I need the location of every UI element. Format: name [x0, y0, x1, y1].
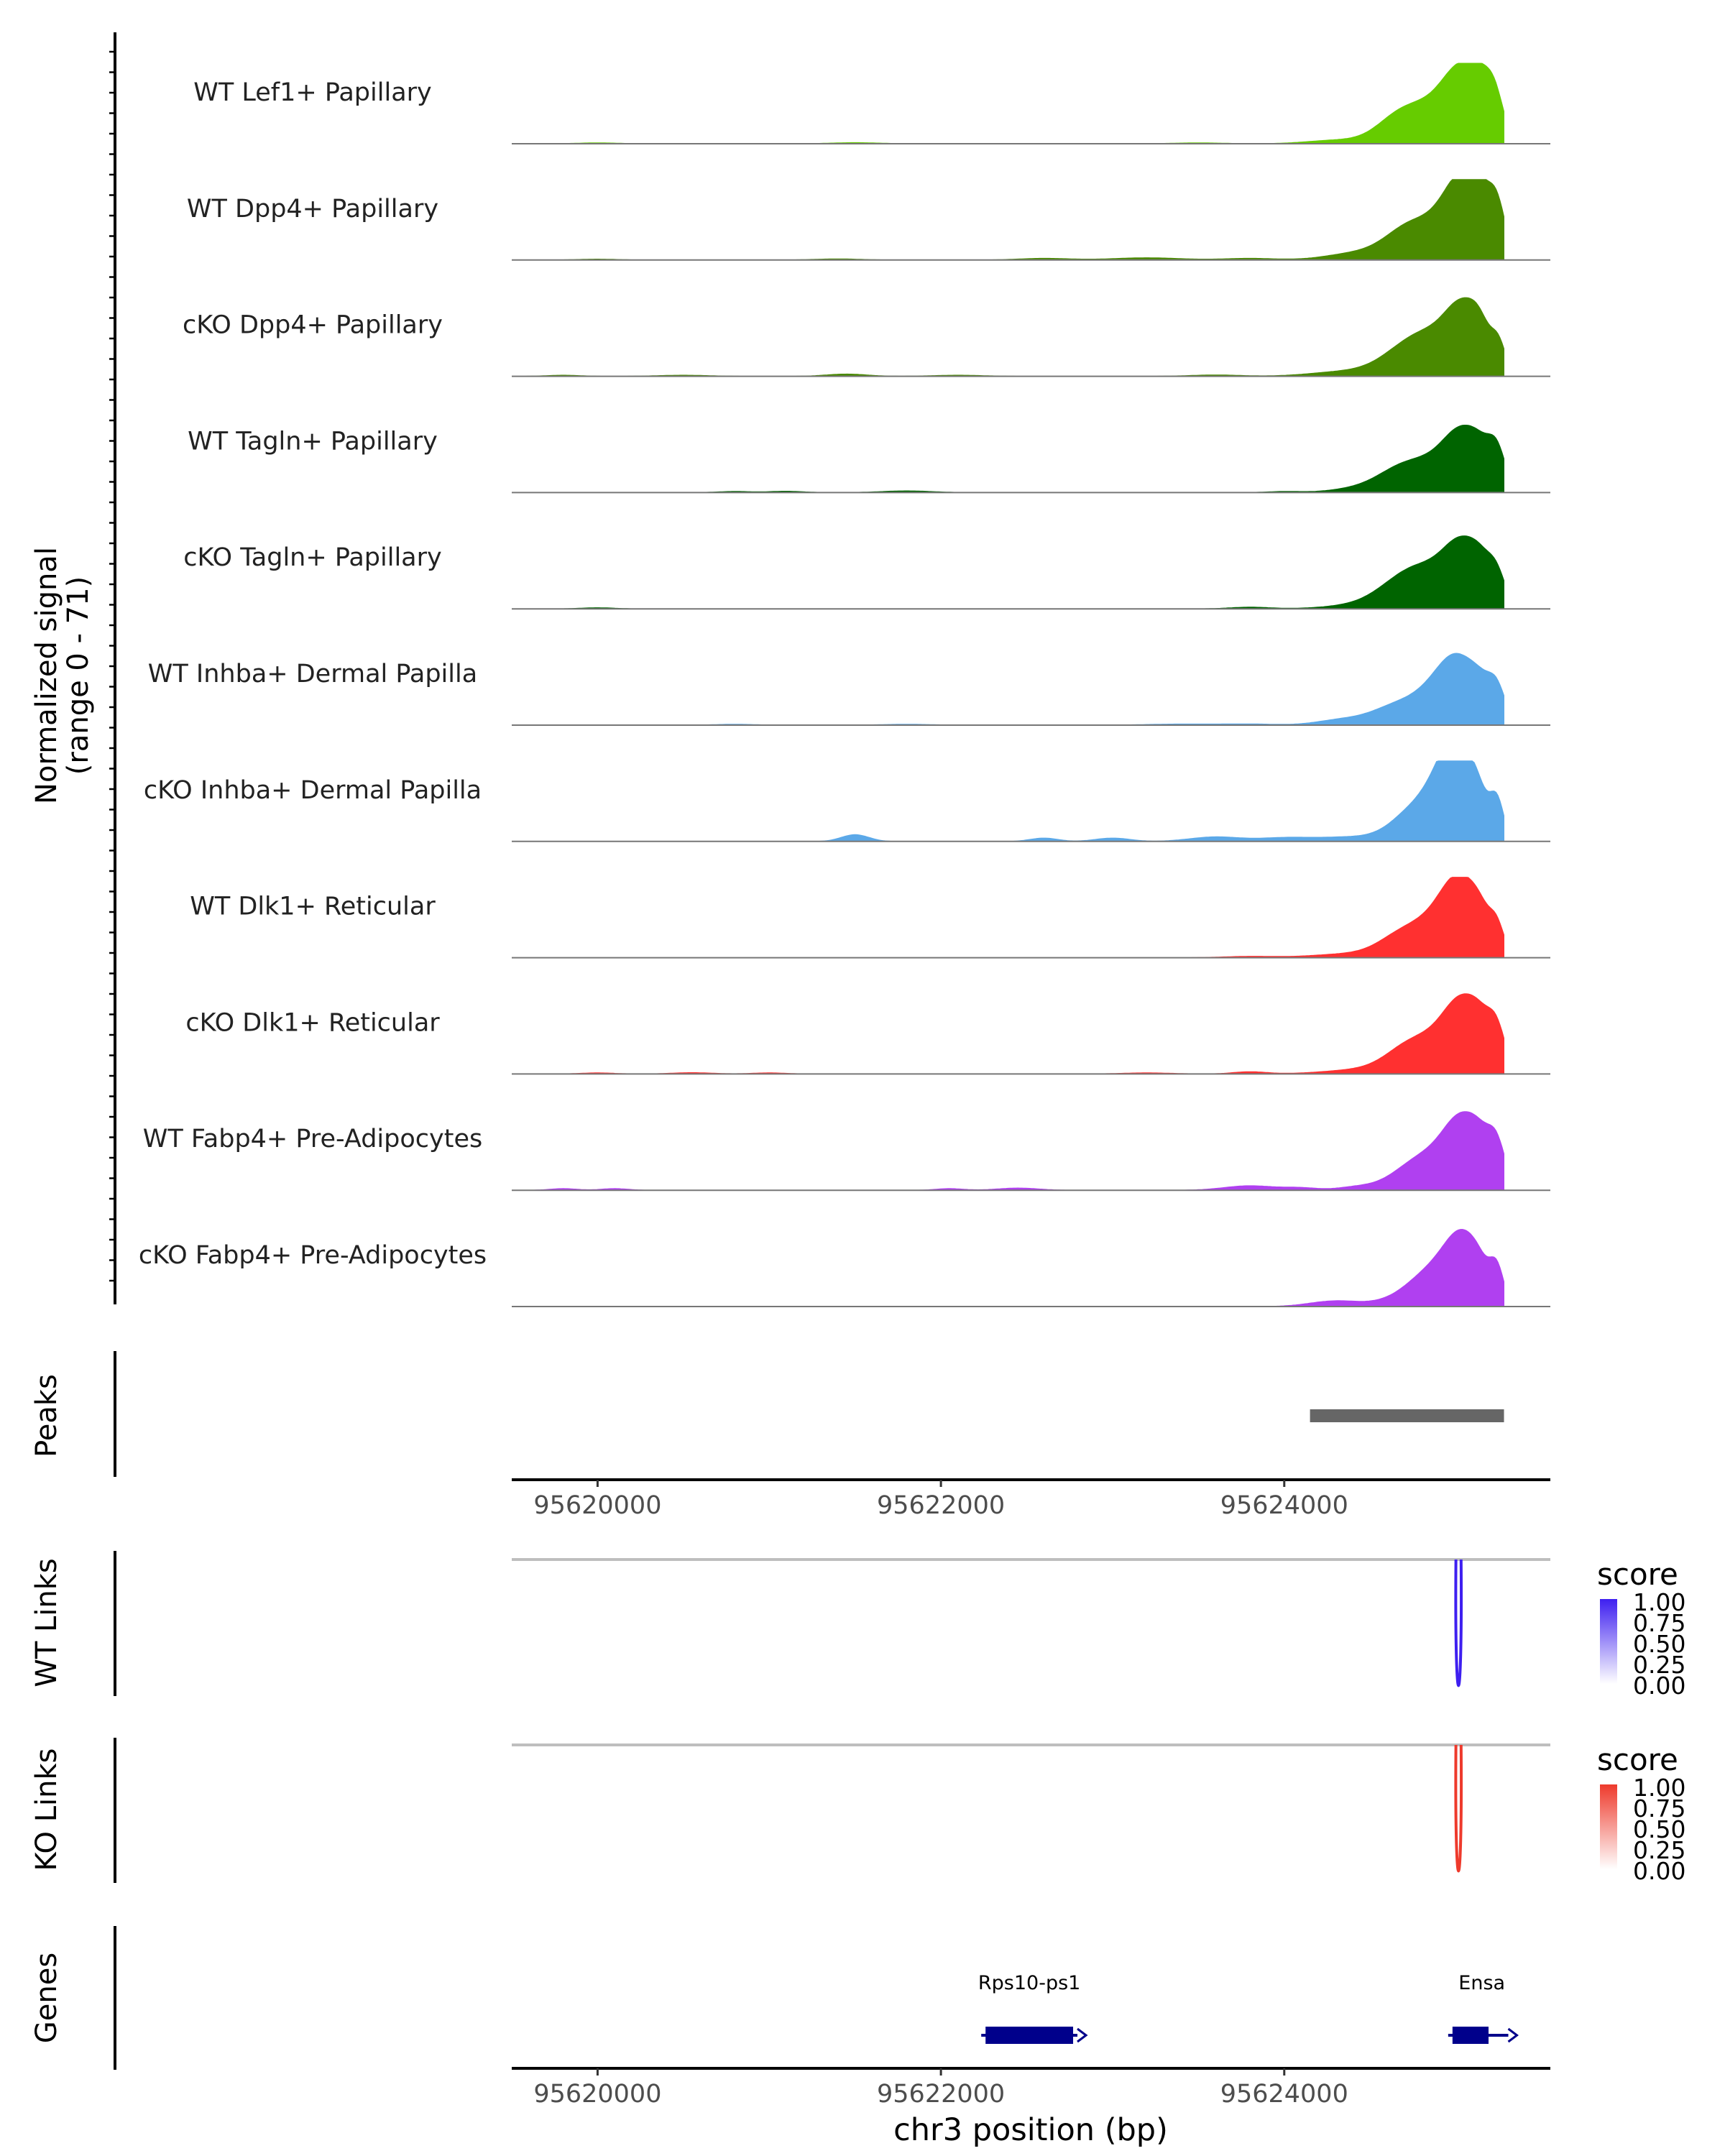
coverage-track: cKO Inhba+ Dermal Papilla	[144, 760, 1550, 842]
legend-tick-label: 1.00	[1633, 1588, 1685, 1616]
coverage-area	[512, 297, 1504, 377]
wt-links-label: WT Links	[30, 1558, 63, 1687]
gene-models: Rps10-ps1 Ensa	[978, 1972, 1519, 2044]
legend-tick-label: 0.00	[1633, 1672, 1685, 1700]
ko-link-arcs	[1454, 1744, 1463, 1873]
coverage-y-range-label: (range 0 - 71)	[62, 576, 95, 775]
genes-panel: Genes Rps10-ps1 Ensa 95620000 95622000 9562…	[30, 1926, 1550, 2148]
legend-tick-label: 0.25	[1633, 1651, 1685, 1679]
x-tick-label: 95624000	[1220, 2080, 1348, 2109]
coverage-track: WT Tagln+ Papillary	[188, 425, 1550, 494]
coverage-area	[512, 760, 1504, 842]
peaks-label: Peaks	[30, 1374, 63, 1457]
coverage-track-label: WT Tagln+ Papillary	[188, 427, 438, 456]
gene-label: Rps10-ps1	[978, 1972, 1080, 1994]
coverage-track-label: WT Fabp4+ Pre-Adipocytes	[143, 1125, 482, 1153]
coverage-track-label: WT Inhba+ Dermal Papilla	[148, 660, 477, 688]
coverage-track-label: WT Dlk1+ Reticular	[190, 893, 436, 921]
coverage-area	[512, 1228, 1504, 1307]
gene-exon	[985, 2027, 1074, 2044]
coverage-track: cKO Fabp4+ Pre-Adipocytes	[139, 1228, 1550, 1307]
peak-bar	[1310, 1409, 1504, 1422]
link-arc	[1454, 1559, 1463, 1687]
coverage-track: WT Lef1+ Papillary	[193, 63, 1550, 144]
coverage-area	[512, 993, 1504, 1074]
coverage-track: WT Dpp4+ Papillary	[187, 179, 1550, 261]
coverage-track-label: cKO Fabp4+ Pre-Adipocytes	[139, 1241, 487, 1270]
coverage-track: WT Fabp4+ Pre-Adipocytes	[143, 1111, 1550, 1192]
x-axis-ticks-top: 95620000 95622000 95624000	[533, 1480, 1348, 1520]
gene-label: Ensa	[1458, 1972, 1505, 1994]
link-arc	[1454, 1744, 1463, 1873]
x-axis-label: chr3 position (bp)	[893, 2112, 1168, 2148]
coverage-track: cKO Dpp4+ Papillary	[183, 297, 1550, 377]
legend-colorbar	[1600, 1784, 1617, 1869]
coverage-area	[512, 63, 1504, 144]
x-tick-label: 95620000	[533, 1491, 661, 1520]
x-axis-ticks-bottom: 95620000 95622000 95624000	[533, 2068, 1348, 2109]
x-tick-label: 95622000	[877, 1491, 1005, 1520]
coverage-track: cKO Tagln+ Papillary	[183, 535, 1550, 610]
coverage-area	[512, 877, 1504, 959]
coverage-track-label: WT Lef1+ Papillary	[193, 78, 432, 107]
x-tick-label: 95622000	[877, 2080, 1005, 2109]
legend-tick-label: 0.00	[1633, 1857, 1685, 1885]
legend-title: score	[1597, 1557, 1678, 1592]
coverage-track-label: cKO Tagln+ Papillary	[183, 543, 442, 572]
coverage-y-label: Normalized signal	[30, 547, 63, 804]
coverage-panel: Normalized signal (range 0 - 71) WT Lef1…	[30, 32, 1550, 1307]
legend-tick-label: 0.50	[1633, 1815, 1685, 1843]
coverage-area	[512, 1111, 1504, 1191]
coverage-track: cKO Dlk1+ Reticular	[185, 993, 1550, 1075]
coverage-track: WT Dlk1+ Reticular	[190, 877, 1550, 959]
coverage-track-label: cKO Dpp4+ Papillary	[183, 311, 443, 340]
coverage-track: WT Inhba+ Dermal Papilla	[148, 653, 1550, 726]
coverage-area	[512, 425, 1504, 493]
legend-tick-label: 1.00	[1633, 1774, 1685, 1802]
legend-title: score	[1597, 1742, 1678, 1777]
legend-tick-label: 0.75	[1633, 1609, 1685, 1637]
legend-tick-label: 0.50	[1633, 1630, 1685, 1658]
x-tick-label: 95624000	[1220, 1491, 1348, 1520]
coverage-track-label: WT Dpp4+ Papillary	[187, 195, 438, 224]
coverage-area	[512, 653, 1504, 726]
coverage-area	[512, 179, 1504, 261]
legend-tick-label: 0.75	[1633, 1795, 1685, 1823]
genes-label: Genes	[30, 1953, 63, 2043]
wt-link-arcs	[1454, 1559, 1463, 1687]
gene-exon	[1452, 2027, 1489, 2044]
ko-links-label: KO Links	[30, 1749, 63, 1871]
peak-bars	[1310, 1409, 1504, 1422]
coverage-track-label: cKO Inhba+ Dermal Papilla	[144, 776, 482, 805]
strand-arrow	[1507, 2027, 1519, 2043]
x-tick-label: 95620000	[533, 2080, 661, 2109]
coverage-track-label: cKO Dlk1+ Reticular	[185, 1008, 440, 1037]
coverage-tracks: WT Lef1+ Papillary WT Dpp4+ Papillary cKO …	[139, 63, 1550, 1307]
strand-arrow	[1077, 2027, 1088, 2043]
legend-colorbar	[1600, 1599, 1617, 1684]
coverage-area	[512, 535, 1504, 609]
peaks-panel: Peaks 95620000 95622000 95624000	[30, 1351, 1550, 1520]
coverage-y-ticks	[109, 50, 115, 1282]
legend-tick-label: 0.25	[1633, 1836, 1685, 1864]
